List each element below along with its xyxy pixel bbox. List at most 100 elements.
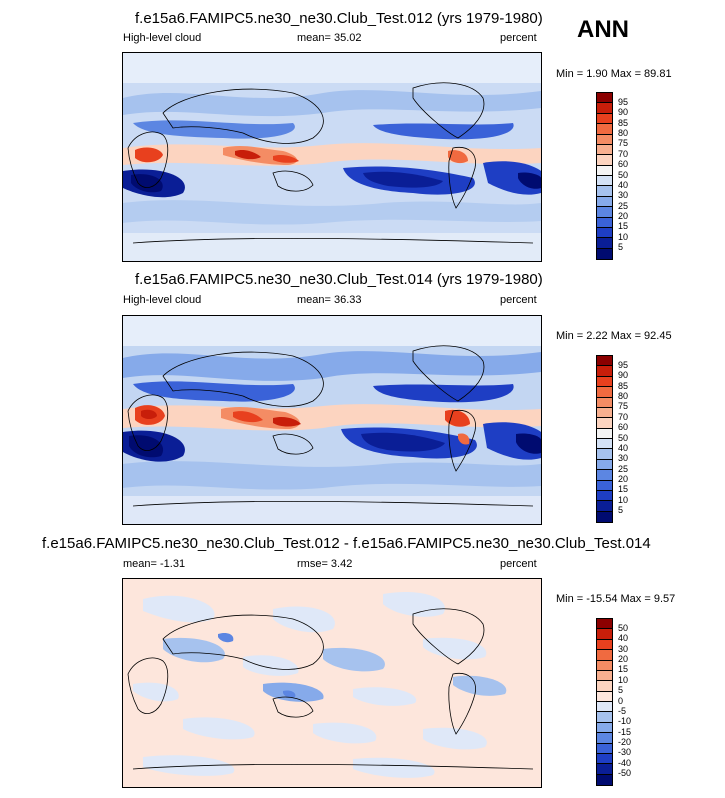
panel-2-colorbar-segment bbox=[597, 428, 612, 439]
panel-3-colorbar-tick-label: 10 bbox=[618, 674, 629, 685]
panel-2-colorbar-segment bbox=[597, 376, 612, 388]
panel-3-colorbar-segment bbox=[597, 619, 612, 630]
panel-2-colorbar-segment bbox=[597, 449, 612, 460]
panel-3-colorbar-segment bbox=[597, 629, 612, 640]
panel-3-colorbar-tick-label: 20 bbox=[618, 654, 629, 664]
panel-3-colorbar-tick-label: -50 bbox=[618, 768, 632, 779]
panel-2-minmax: Min = 2.22 Max = 92.45 bbox=[556, 330, 672, 342]
panel-2-colorbar-tick-label: 50 bbox=[618, 432, 629, 443]
panel-3-colorbar-segment bbox=[597, 733, 612, 744]
panel-3-colorbar-segment bbox=[597, 702, 612, 713]
panel-1-colorbar-segment bbox=[597, 248, 612, 259]
panel-3-units-label: percent bbox=[500, 558, 537, 570]
panel-3-rmse-label: rmse= 3.42 bbox=[297, 558, 353, 570]
panel-2-colorbar-segment bbox=[597, 356, 612, 367]
panel-1-colorbar-tick-label: 50 bbox=[618, 169, 629, 180]
panel-1-mean-label: mean= 35.02 bbox=[297, 32, 362, 44]
panel-1-colorbar-tick-label: 70 bbox=[618, 148, 629, 159]
panel-1-colorbar-segment bbox=[597, 227, 612, 239]
panel-2-colorbar-tick-label: 60 bbox=[618, 422, 629, 433]
panel-1-colorbar-segment bbox=[597, 207, 612, 218]
panel-1-colorbar-tick-label: 80 bbox=[618, 128, 629, 138]
panel-2-colorbar-tick-label: 30 bbox=[618, 453, 629, 464]
panel-3-colorbar-segment bbox=[597, 764, 612, 775]
panel-2-colorbar-tick-label: 90 bbox=[618, 370, 629, 381]
panel-2-colorbar-tick-label: 10 bbox=[618, 494, 629, 505]
panel-1-minmax: Min = 1.90 Max = 89.81 bbox=[556, 68, 672, 80]
panel-2-mean-label: mean= 36.33 bbox=[297, 294, 362, 306]
panel-2-title: f.e15a6.FAMIPC5.ne30_ne30.Club_Test.014 … bbox=[135, 271, 543, 288]
panel-1-colorbar-tick-label: 60 bbox=[618, 159, 629, 170]
panel-1-colorbar-tick-label: 95 bbox=[618, 96, 629, 107]
panel-3-colorbar-segment bbox=[597, 691, 612, 702]
panel-3-colorbar-segment bbox=[597, 670, 612, 682]
panel-1-colorbar-segment bbox=[597, 155, 612, 166]
panel-2-units-label: percent bbox=[500, 294, 537, 306]
panel-2-colorbar-tick-label: 5 bbox=[618, 505, 624, 516]
panel-1-colorbar-segment bbox=[597, 217, 612, 228]
panel-1-variable-label: High-level cloud bbox=[123, 32, 202, 44]
panel-2-colorbar-tick-label: 15 bbox=[618, 484, 629, 495]
panel-1-colorbar-segment bbox=[597, 238, 612, 249]
panel-3-colorbar-segment bbox=[597, 722, 612, 734]
panel-1-colorbar-tick-label: 90 bbox=[618, 107, 629, 118]
panel-3-colorbar-tick-label: 15 bbox=[618, 664, 629, 675]
panel-2-variable-label: High-level cloud bbox=[123, 294, 202, 306]
panel-3-colorbar-segment bbox=[597, 712, 612, 723]
panel-1-colorbar-tick-label: 40 bbox=[618, 179, 629, 190]
panel-3-colorbar-tick-label: -10 bbox=[618, 716, 632, 727]
panel-3-colorbar-segment bbox=[597, 774, 612, 785]
panel-3-map bbox=[122, 578, 542, 788]
panel-1-colorbar-tick-label: 30 bbox=[618, 190, 629, 201]
panel-2-colorbar-segment bbox=[597, 470, 612, 481]
panel-3-colorbar-tick-label: 30 bbox=[618, 643, 629, 654]
panel-2-colorbar-tick-label: 95 bbox=[618, 359, 629, 370]
panel-3-colorbar-tick-label: -40 bbox=[618, 757, 632, 768]
panel-1-colorbar-segment bbox=[597, 196, 612, 208]
panel-1-colorbar bbox=[596, 92, 613, 260]
panel-2-colorbar-tick-label: 25 bbox=[618, 463, 629, 474]
panel-1-title: f.e15a6.FAMIPC5.ne30_ne30.Club_Test.012 … bbox=[135, 10, 543, 27]
panel-3-colorbar-segment bbox=[597, 650, 612, 661]
panel-1-colorbar-tick-label: 75 bbox=[618, 138, 629, 149]
panel-1-colorbar-segment bbox=[597, 103, 612, 114]
panel-2-colorbar-segment bbox=[597, 459, 612, 471]
panel-3-colorbar-tick-label: -20 bbox=[618, 737, 632, 747]
panel-1-colorbar-tick-label: 85 bbox=[618, 117, 629, 128]
panel-3-colorbar-tick-label: -15 bbox=[618, 726, 632, 737]
panel-1-colorbar-tick-label: 25 bbox=[618, 200, 629, 211]
panel-3-colorbar-tick-label: 5 bbox=[618, 685, 624, 696]
panel-3-colorbar-tick-label: 0 bbox=[618, 695, 624, 706]
panel-3-colorbar-segment bbox=[597, 743, 612, 754]
panel-2-colorbar-segment bbox=[597, 387, 612, 398]
panel-2-colorbar-tick-label: 75 bbox=[618, 401, 629, 412]
panel-3-colorbar-segment bbox=[597, 639, 612, 651]
panel-3-colorbar-segment bbox=[597, 681, 612, 692]
panel-1-colorbar-segment bbox=[597, 165, 612, 176]
panel-1-colorbar-segment bbox=[597, 93, 612, 104]
panel-3-mean-label: mean= -1.31 bbox=[123, 558, 186, 570]
panel-2-map bbox=[122, 315, 542, 525]
panel-2-colorbar-tick-label: 85 bbox=[618, 380, 629, 391]
panel-1-colorbar-tick-label: 10 bbox=[618, 231, 629, 242]
panel-3-colorbar-segment bbox=[597, 660, 612, 671]
panel-2-colorbar-segment bbox=[597, 501, 612, 512]
panel-3-minmax: Min = -15.54 Max = 9.57 bbox=[556, 593, 676, 605]
panel-2-colorbar-segment bbox=[597, 439, 612, 450]
panel-1-units-label: percent bbox=[500, 32, 537, 44]
panel-2-colorbar-tick-label: 80 bbox=[618, 391, 629, 401]
panel-3-colorbar-tick-label: -30 bbox=[618, 747, 632, 758]
panel-2-colorbar-segment bbox=[597, 511, 612, 522]
panel-2-colorbar-segment bbox=[597, 480, 612, 491]
panel-2-colorbar-tick-label: 40 bbox=[618, 442, 629, 453]
panel-1-colorbar-segment bbox=[597, 186, 612, 197]
season-label: ANN bbox=[577, 16, 629, 43]
panel-2-colorbar-segment bbox=[597, 490, 612, 502]
panel-1-colorbar-segment bbox=[597, 176, 612, 187]
panel-1-colorbar-segment bbox=[597, 113, 612, 125]
panel-2-colorbar-segment bbox=[597, 397, 612, 408]
panel-2-colorbar bbox=[596, 355, 613, 523]
panel-3-colorbar bbox=[596, 618, 613, 786]
panel-3-title: f.e15a6.FAMIPC5.ne30_ne30.Club_Test.012 … bbox=[42, 535, 651, 552]
panel-2-colorbar-segment bbox=[597, 418, 612, 429]
